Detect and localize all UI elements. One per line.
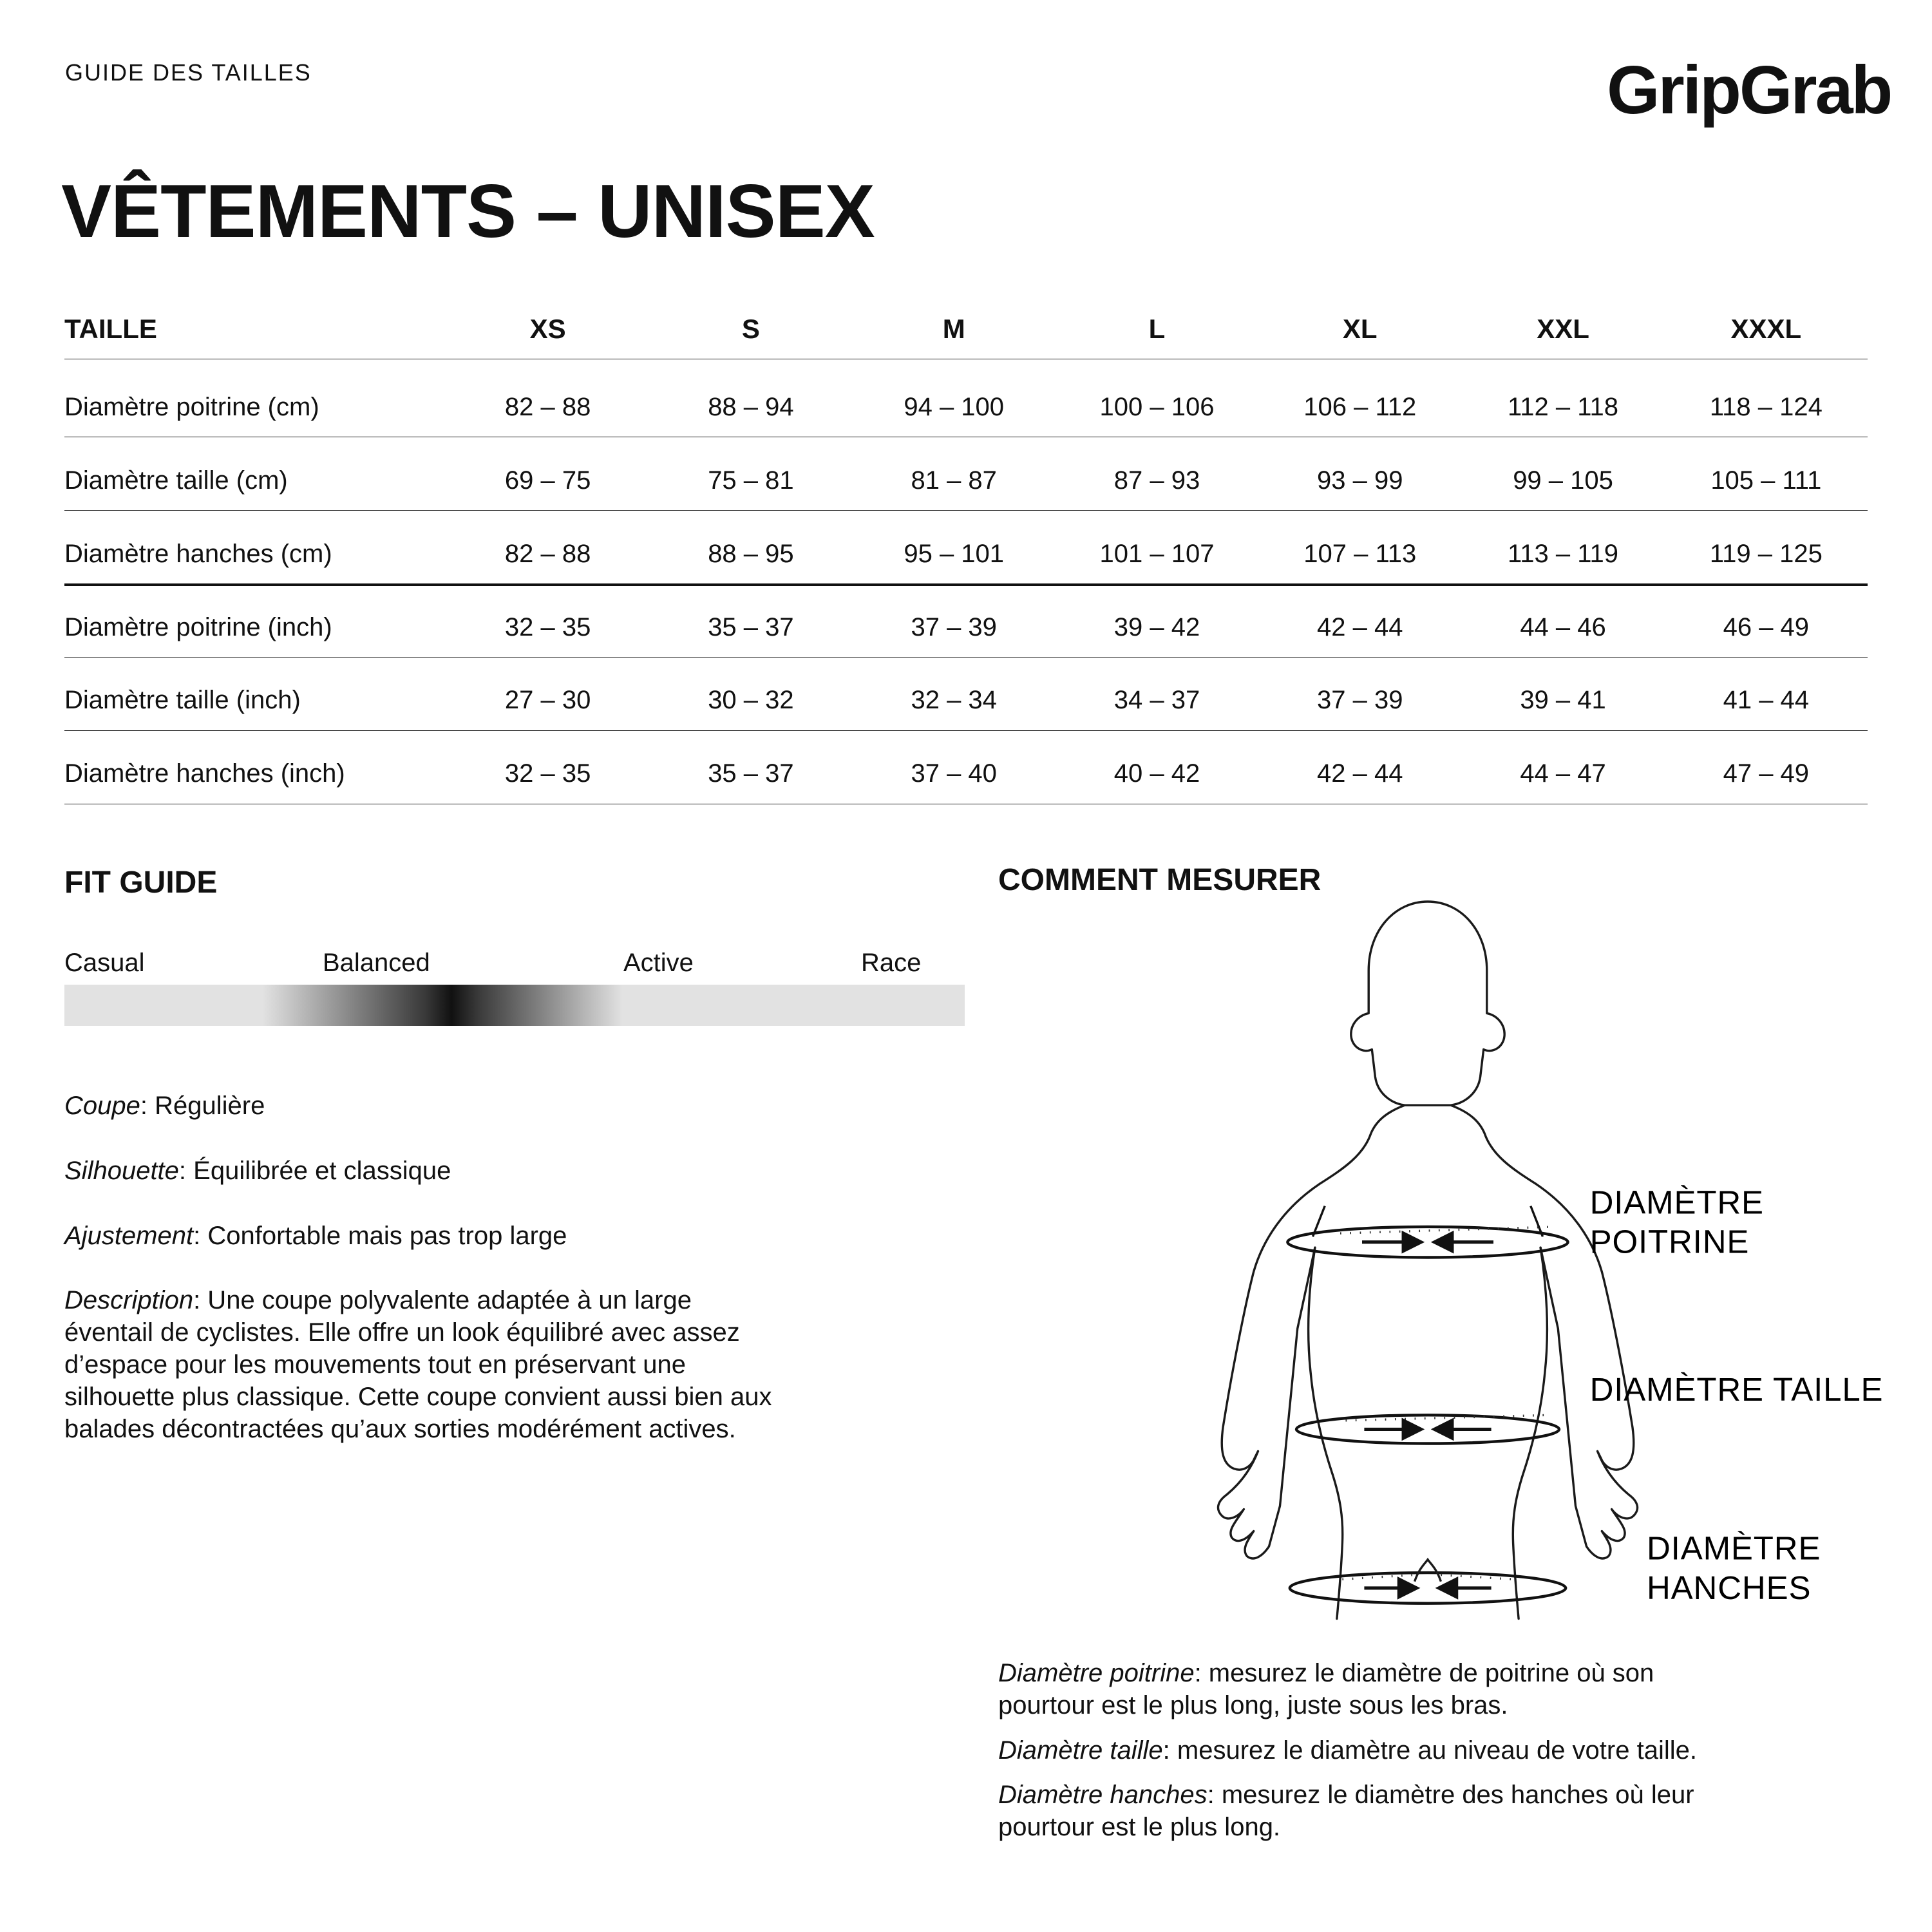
svg-text:POITRINE: POITRINE bbox=[1589, 1224, 1749, 1260]
svg-text:DIAMÈTRE: DIAMÈTRE bbox=[1589, 1184, 1763, 1221]
svg-text:DIAMÈTRE TAILLE: DIAMÈTRE TAILLE bbox=[1589, 1371, 1883, 1408]
svg-text:DIAMÈTRE: DIAMÈTRE bbox=[1647, 1530, 1821, 1567]
svg-text:HANCHES: HANCHES bbox=[1647, 1569, 1811, 1606]
